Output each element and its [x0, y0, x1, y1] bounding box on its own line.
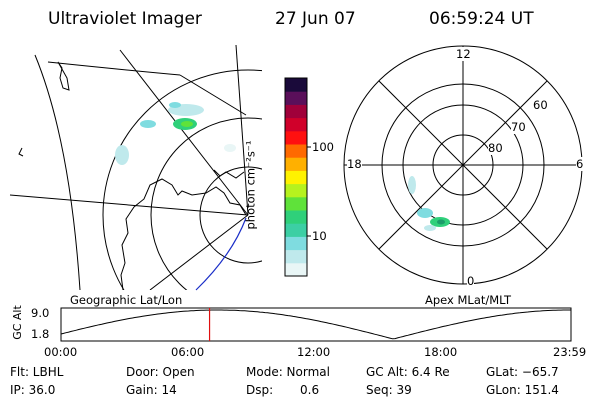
colorbar-segment: [285, 130, 307, 145]
mlt-label-18: 18: [347, 157, 362, 171]
alt-xtick: 00:00: [44, 345, 78, 359]
mlat-label-60: 60: [533, 98, 548, 112]
alt-xtick: 06:00: [171, 345, 205, 359]
colorbar-segment: [285, 183, 307, 198]
colorbar-segment: [285, 249, 307, 264]
geo-lat-circle: [150, 117, 262, 290]
geo-lat-circle: [199, 166, 262, 264]
polar-panel-label: Apex MLat/MLT: [425, 293, 512, 307]
status-dsp-label: Dsp:: [246, 383, 274, 397]
geo-lon-line: [119, 49, 249, 216]
status-ip: IP: 36.0: [10, 383, 56, 397]
alt-xtick: 23:59: [553, 345, 587, 359]
colorbar-segment: [285, 144, 307, 158]
colorbar-segment: [285, 117, 307, 132]
footprint-edge: [179, 74, 247, 116]
alt-xtick: 18:00: [424, 345, 458, 359]
gc-alt-axis-label: GC Alt: [10, 305, 24, 340]
mlt-label-6: 6: [576, 157, 584, 171]
geo-lon-line: [149, 214, 249, 290]
colorbar-tick-100: 100: [312, 140, 334, 154]
mlt-label-12: 12: [456, 47, 471, 61]
colorbar-tick-10: 10: [312, 229, 327, 243]
altitude-curve: [60, 309, 571, 340]
date-label: 27 Jun 07: [275, 9, 356, 29]
status-glon: GLon: 151.4: [486, 383, 559, 397]
status-gain: Gain: 14: [126, 383, 177, 397]
geographic-panel-label: Geographic Lat/Lon: [70, 293, 183, 307]
colorbar-segment: [285, 262, 307, 277]
colorbar-segment: [285, 210, 307, 224]
geo-lat-circle: [102, 69, 262, 290]
alt-ytick-bottom: 1.8: [31, 327, 50, 341]
colorbar-segment: [285, 223, 307, 237]
geo-lon-line: [9, 194, 249, 216]
alt-ytick-top: 9.0: [31, 306, 50, 320]
coastline: [213, 169, 245, 179]
colorbar-segment: [285, 157, 307, 171]
mlat-label-80: 80: [488, 141, 503, 155]
status-mode: Mode: Normal: [246, 365, 330, 379]
aurora-emission: [115, 102, 236, 165]
status-gc-alt: GC Alt: 6.4 Re: [366, 365, 450, 379]
colorbar-segment: [285, 196, 307, 211]
mlt-label-0: 0: [467, 274, 475, 288]
colorbar-segment: [285, 91, 307, 105]
footprint-edge: [47, 61, 181, 76]
status-glat: GLat: −65.7: [486, 365, 559, 379]
colorbar-segment: [285, 236, 307, 251]
coastline: [57, 61, 70, 91]
status-door: Door: Open: [126, 365, 195, 379]
status-dsp-value: 0.6: [300, 383, 320, 397]
mlat-label-70: 70: [511, 120, 526, 134]
coastline: [18, 147, 24, 157]
colorbar-segment: [285, 104, 307, 119]
colorbar-segment: [285, 78, 307, 92]
polar-meridian: [378, 80, 548, 250]
time-label: 06:59:24 UT: [429, 9, 534, 29]
status-seq: Seq: 39: [366, 383, 412, 397]
blue-track-line: [195, 217, 247, 291]
coastline: [120, 178, 247, 290]
geo-lon-line: [235, 44, 249, 216]
polar-aurora: [408, 176, 450, 231]
colorbar-segment: [285, 170, 307, 185]
instrument-title: Ultraviolet Imager: [48, 9, 202, 29]
alt-xtick: 12:00: [297, 345, 331, 359]
footprint-edge: [34, 54, 81, 290]
status-flt: Flt: LBHL: [10, 365, 64, 379]
